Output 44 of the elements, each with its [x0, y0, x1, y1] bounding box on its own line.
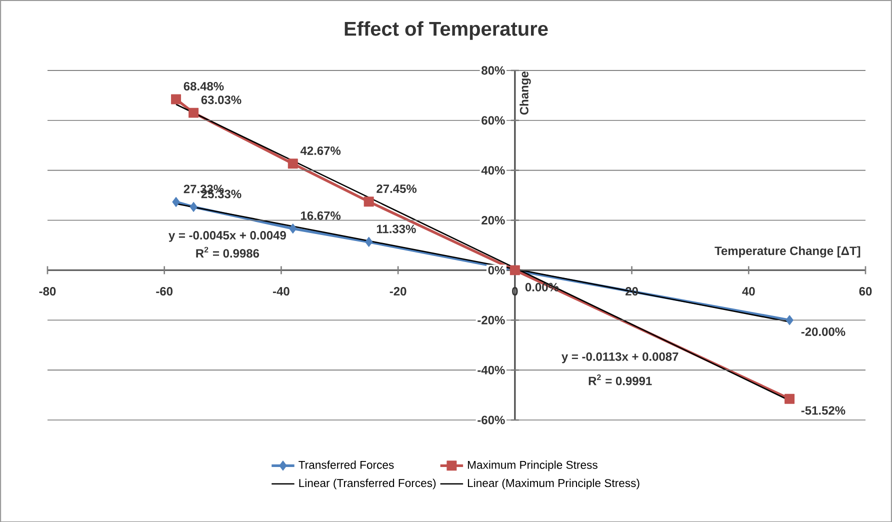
y-tick-label: -60% [478, 416, 505, 424]
x-tick-label: 60 [859, 286, 872, 296]
x-tick-label: 40 [742, 286, 755, 296]
point [171, 94, 182, 104]
point [188, 108, 199, 118]
x-axis-title: Temperature Change [ΔT] [714, 246, 860, 258]
data-label: -51.52% [801, 406, 846, 414]
point [289, 223, 297, 234]
annotation: y = -0.0113x + 0.0087 [562, 352, 678, 364]
x-tick-label: 20 [626, 286, 638, 296]
y-axis-title: Change [520, 71, 531, 114]
point [288, 158, 298, 168]
y-tick-label: 20% [482, 216, 505, 224]
data-label: 16.67% [301, 211, 341, 220]
point [365, 236, 373, 247]
y-tick-label: 80% [482, 66, 505, 74]
legend-label: Maximum Principle Stress [468, 460, 598, 471]
point [172, 196, 180, 207]
legend-label: Linear (Maximum Principle Stress) [468, 478, 640, 490]
point [190, 202, 198, 212]
x-tick-label: -20 [390, 286, 406, 296]
y-tick-label: 0% [488, 266, 505, 274]
annotation: R$^{2}$ = 0.9986 [196, 246, 260, 258]
y-tick-label: -40% [478, 366, 505, 374]
y-tick-label: -20% [478, 316, 505, 324]
x-tick-label: -40 [273, 286, 290, 296]
data-label: 27.45% [376, 184, 417, 193]
legend-label: Linear (Transferred Forces) [299, 478, 436, 490]
data-label: -20.00% [801, 327, 846, 336]
y-tick-label: 40% [481, 166, 505, 174]
x-tick-label: -80 [39, 286, 56, 296]
data-label: 68.48% [184, 82, 224, 90]
x-tick-label: -60 [156, 286, 173, 296]
data-label: 11.33% [376, 224, 416, 233]
annotation: R$^{2}$ = 0.9991 [588, 374, 652, 386]
legend-label: Transferred Forces [298, 460, 394, 469]
data-label: 63.03% [201, 95, 242, 104]
annotation: y = -0.0045x + 0.0049 [168, 230, 286, 242]
point [786, 314, 794, 325]
point [784, 394, 795, 404]
chart-title: Effect of Temperature [344, 21, 548, 40]
point [364, 196, 374, 206]
data-label: 42.67% [300, 146, 341, 155]
y-tick-label: 60% [482, 116, 505, 124]
